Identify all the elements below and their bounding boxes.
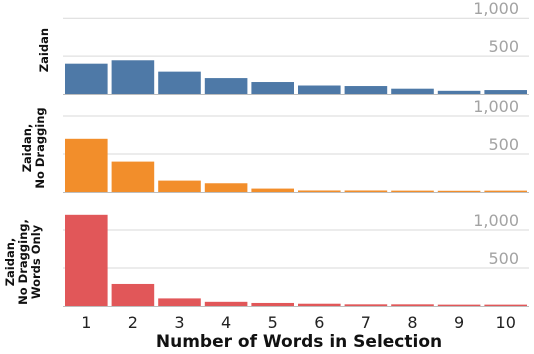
bar — [251, 82, 294, 94]
y-tick-label: 1,000 — [473, 0, 519, 18]
y-tick-label: 1,000 — [473, 97, 519, 116]
x-axis-title: Number of Words in Selection — [156, 332, 442, 352]
panel-row-label: Zaidan — [37, 28, 51, 72]
x-tick-label: 3 — [174, 313, 184, 332]
bar — [391, 88, 434, 94]
bar — [344, 86, 388, 94]
bar — [204, 301, 248, 306]
bar — [298, 303, 341, 306]
row-label-line: No Dragging — [33, 107, 47, 188]
y-tick-label: 500 — [488, 249, 519, 268]
y-tick-label: 500 — [488, 135, 519, 154]
y-tick-label: 1,000 — [473, 211, 519, 230]
panel-3: 500 1,000 Zaidan,No Dragging,Words Only — [3, 211, 529, 307]
bar — [391, 304, 434, 306]
y-tick-label: 500 — [488, 37, 519, 56]
panel-row-label: Zaidan,No Dragging — [20, 107, 47, 188]
bar — [65, 63, 108, 94]
bar — [484, 190, 527, 192]
bar — [158, 71, 201, 94]
bar — [158, 180, 201, 192]
row-label-line: Words Only — [29, 224, 43, 299]
bar — [204, 78, 248, 94]
row-label-line: Zaidan — [37, 28, 51, 72]
bar — [204, 183, 248, 192]
bar — [111, 283, 155, 306]
x-tick-label: 1 — [81, 313, 91, 332]
panel-1: 500 1,000 Zaidan — [37, 0, 529, 95]
x-tick-label: 9 — [454, 313, 464, 332]
bar — [65, 214, 108, 306]
bar — [391, 190, 434, 192]
bar — [437, 90, 481, 94]
row-label-line: No Dragging, — [16, 219, 30, 305]
x-tick-label: 2 — [128, 313, 138, 332]
bar — [251, 302, 294, 306]
bar — [484, 90, 527, 94]
bar — [111, 161, 155, 192]
x-axis-tick-labels: 1 2 3 4 5 6 7 8 9 10 — [81, 313, 516, 332]
x-tick-label: 10 — [496, 313, 516, 332]
bar — [437, 304, 481, 306]
bar — [437, 190, 481, 192]
panel-row-label: Zaidan,No Dragging,Words Only — [3, 219, 43, 305]
row-label-line: Zaidan, — [20, 124, 34, 173]
bar — [344, 190, 388, 192]
bar — [298, 85, 341, 94]
x-tick-label: 4 — [221, 313, 231, 332]
bar — [344, 304, 388, 306]
x-tick-label: 6 — [314, 313, 324, 332]
bar — [158, 298, 201, 306]
x-tick-label: 7 — [361, 313, 371, 332]
x-tick-label: 5 — [268, 313, 278, 332]
bar — [111, 60, 155, 94]
bar — [484, 304, 527, 306]
bar — [65, 138, 108, 192]
bar — [298, 190, 341, 192]
bar — [251, 188, 294, 192]
x-tick-label: 8 — [407, 313, 417, 332]
row-label-line: Zaidan, — [3, 238, 17, 287]
panel-2: 500 1,000 Zaidan,No Dragging — [20, 97, 529, 193]
